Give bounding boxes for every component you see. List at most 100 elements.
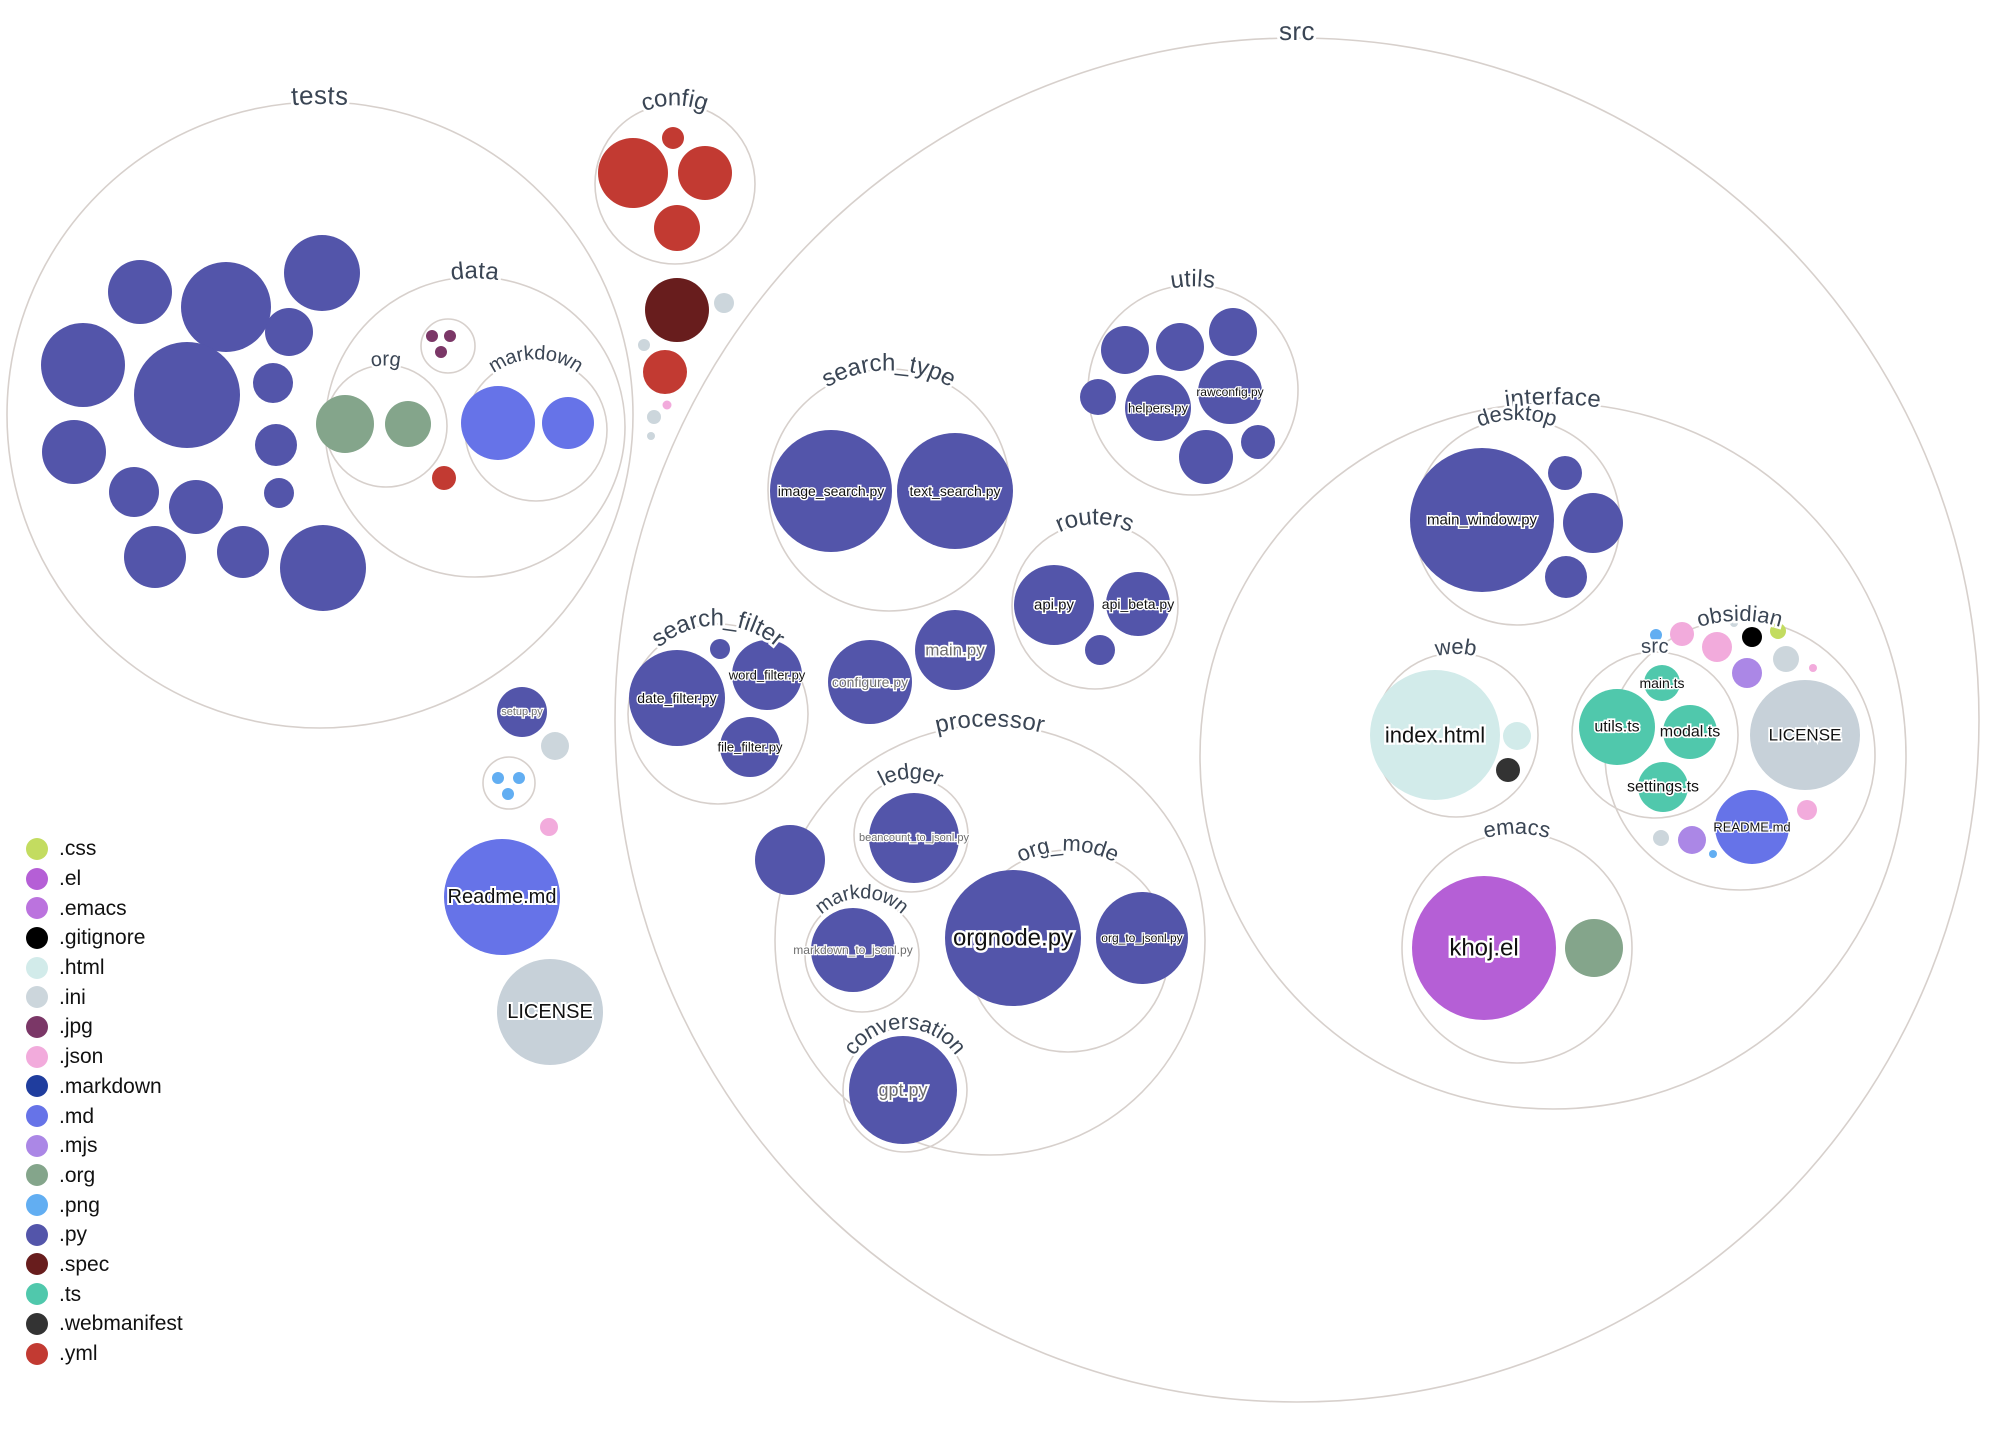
file-circle-api_beta.py <box>1106 572 1170 636</box>
group-label-processor: processor <box>932 705 1047 738</box>
file-label-modal.ts: modal.ts <box>1660 724 1720 741</box>
legend-item-ini: .ini <box>26 982 183 1012</box>
file-circle-word_filter.py <box>732 640 802 710</box>
legend-label-ini: .ini <box>59 985 86 1009</box>
file-circle-py <box>41 323 125 407</box>
file-label-date_filter.py: date_filter.py <box>637 690 716 706</box>
file-circle-png <box>513 772 525 784</box>
file-label-word_filter.py: word_filter.py <box>728 668 806 683</box>
file-circle-api.py <box>1014 565 1094 645</box>
file-circle-py <box>217 526 269 578</box>
file-circle-main_window.py <box>1410 448 1554 592</box>
group-label-src: src <box>1640 635 1670 658</box>
legend-label-spec: .spec <box>59 1252 110 1276</box>
legend-label-jpg: .jpg <box>59 1015 93 1039</box>
group-circle-src <box>1571 651 1739 819</box>
file-circle-py <box>1209 308 1257 356</box>
group-circle-config <box>594 103 756 265</box>
file-circle-yml <box>654 205 700 251</box>
file-circle-png <box>1650 629 1662 641</box>
file-label-image_search.py: image_search.py <box>778 483 885 499</box>
file-circle-helpers.py <box>1125 375 1191 441</box>
legend-swatch-emacs <box>26 897 48 920</box>
group-label-tests: tests <box>290 80 350 111</box>
group-label-interface: interface <box>1503 383 1603 413</box>
file-circle-py <box>108 260 172 324</box>
file-label-api.py: api.py <box>1034 597 1075 614</box>
file-circle-rawconfig.py <box>1198 360 1262 424</box>
legend-swatch-png <box>26 1194 48 1217</box>
group-label-ledger: ledger <box>874 759 948 791</box>
file-circle-py <box>1156 323 1204 371</box>
group-label-search_type: search_type <box>817 349 961 392</box>
legend-label-emacs: .emacs <box>59 896 127 920</box>
file-circle-gitignore <box>1742 627 1762 647</box>
file-circle-html <box>1503 722 1531 750</box>
group-label-obsidian: obsidian <box>1694 601 1786 632</box>
legend-item-md: .md <box>26 1101 183 1131</box>
legend-swatch-md <box>26 1105 48 1128</box>
file-circle-mjs <box>1678 826 1706 854</box>
file-circle-py <box>1241 425 1275 459</box>
file-circle-py <box>134 342 240 448</box>
legend-item-css: .css <box>26 834 183 864</box>
group-circle-routers <box>1011 522 1179 690</box>
file-circle-py <box>1101 326 1149 374</box>
file-circle-json <box>1797 800 1817 820</box>
legend-item-gitignore: .gitignore <box>26 923 183 953</box>
legend-swatch-gitignore <box>26 926 48 949</box>
file-label-rawconfig.py: rawconfig.py <box>1196 385 1263 399</box>
file-circle-ini <box>1653 830 1669 846</box>
file-circle-date_filter.py <box>629 650 725 746</box>
file-label-configure.py: configure.py <box>832 674 908 690</box>
legend-swatch-ini <box>26 986 48 1009</box>
file-circle-jpg <box>435 346 447 358</box>
file-circle-README.md <box>1715 790 1789 864</box>
group-label-emacs: emacs <box>1481 814 1554 844</box>
file-circle-settings.ts <box>1638 762 1688 812</box>
file-label-LICENSE: LICENSE <box>1769 726 1842 745</box>
legend-label-html: .html <box>59 956 105 980</box>
file-circle-yml <box>662 127 684 149</box>
file-circle-main.py <box>915 610 995 690</box>
file-label-markdown_to_jsonl.py: markdown_to_jsonl.py <box>793 943 912 957</box>
file-circle-main.ts <box>1644 665 1680 701</box>
file-circle-LICENSE <box>1750 680 1860 790</box>
file-circle-md <box>461 386 535 460</box>
file-circle-ini <box>714 293 734 313</box>
group-circle-processor <box>774 724 1206 1156</box>
group-circle-ledger <box>853 777 969 893</box>
file-circle-png <box>502 788 514 800</box>
file-circle-text_search.py <box>897 433 1013 549</box>
group-label-src: src <box>1279 16 1316 46</box>
file-circle-beancount_to_jsonl.py <box>869 793 959 883</box>
file-label-main_window.py: main_window.py <box>1427 512 1538 529</box>
file-circle-py <box>284 235 360 311</box>
file-circle-py <box>755 825 825 895</box>
file-circle-json <box>1809 664 1817 672</box>
file-circle-ini <box>647 410 661 424</box>
group-label-markdown: markdown <box>485 342 587 377</box>
file-circle-webmanifest <box>1496 758 1520 782</box>
file-label-settings.ts: settings.ts <box>1627 779 1699 796</box>
legend-label-markdown: .markdown <box>59 1074 162 1098</box>
legend-label-mjs: .mjs <box>59 1134 98 1158</box>
file-label-index.html: index.html <box>1385 723 1485 748</box>
legend-item-jpg: .jpg <box>26 1012 183 1042</box>
group-circle-src <box>614 37 1980 1403</box>
file-circle-md <box>542 397 594 449</box>
legend-item-markdown: .markdown <box>26 1072 183 1102</box>
file-circle-ini <box>1730 619 1738 627</box>
legend-label-el: .el <box>59 867 82 891</box>
legend-swatch-css <box>26 837 48 860</box>
group-circle-cluster <box>482 756 536 810</box>
group-circle-tests <box>6 101 634 729</box>
file-circle-Readme.md <box>444 839 560 955</box>
file-label-Readme.md: Readme.md <box>448 886 557 908</box>
file-label-beancount_to_jsonl.py: beancount_to_jsonl.py <box>859 832 970 844</box>
file-circle-py <box>124 526 186 588</box>
file-circle-spec <box>645 278 709 342</box>
legend-item-py: .py <box>26 1220 183 1250</box>
file-circle-ini <box>541 732 569 760</box>
